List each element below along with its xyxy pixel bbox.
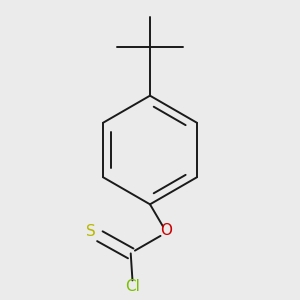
Text: S: S: [85, 224, 95, 239]
Text: O: O: [160, 223, 172, 238]
Text: Cl: Cl: [125, 279, 140, 294]
